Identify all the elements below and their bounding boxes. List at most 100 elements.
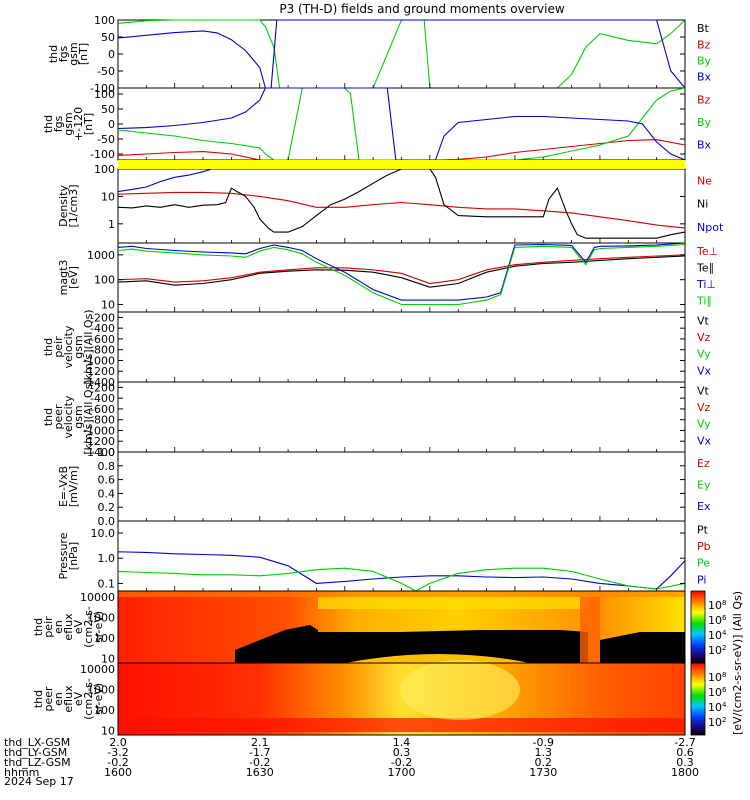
- colorbar-tick-exp: 2: [722, 716, 726, 724]
- colorbar-tick-exp: 6: [722, 614, 727, 622]
- ytick-label: -1200: [83, 435, 115, 448]
- series-Ne: [117, 191, 686, 229]
- series-Bx: [117, 87, 686, 161]
- ylabel-line: fgs: [52, 115, 65, 132]
- xaxis-tick-label: -0.2: [391, 756, 412, 769]
- panel-frame: [117, 451, 686, 522]
- xaxis-tick-label: -1.7: [249, 746, 270, 759]
- ylabel-line: [km/s](All Qs): [82, 379, 95, 454]
- legend-Bx: Bx: [697, 71, 712, 84]
- series-Npot: [117, 168, 218, 193]
- ytick-label: -1000: [83, 354, 115, 367]
- ylabel-line: [mV/m]: [67, 466, 80, 507]
- ytick-label: 100: [94, 704, 115, 717]
- ytick-label: 1.0: [98, 446, 116, 459]
- ylabel-line: peer: [42, 686, 55, 712]
- xaxis-row-label: thd_LZ-GSM: [4, 756, 71, 769]
- ylabel-line: thd: [32, 690, 45, 708]
- colorbar-peir: [690, 590, 706, 664]
- xaxis-tick-label: 0.3: [393, 746, 411, 759]
- ylabel-line: magt3: [57, 260, 70, 296]
- ytick-label: 1000: [87, 684, 115, 697]
- colorbar-tick-base: 10: [708, 629, 722, 642]
- series-Te∥: [117, 255, 686, 288]
- ytick-label: 100: [94, 14, 115, 27]
- ytick-label: 0.4: [98, 487, 116, 500]
- ytick-label: 0.1: [98, 577, 116, 590]
- xaxis-tick-label: 1800: [671, 766, 699, 779]
- ylabel-line: sr-eV): [92, 683, 105, 715]
- ylabel-line: (cm2-s-: [82, 606, 95, 648]
- ylabel-line: Pressure: [57, 532, 70, 579]
- colorbar-tick-exp: 8: [722, 599, 726, 607]
- xaxis-tick-label: 0.3: [676, 756, 694, 769]
- ylabel-line: velocity: [62, 395, 75, 438]
- colorbar-tick-base: 10: [708, 701, 722, 714]
- xaxis-tick-label: 2.1: [251, 736, 269, 749]
- ylabel: thdfgsgsm+-120[nT]: [42, 107, 95, 141]
- legend-Pt: Pt: [697, 523, 709, 536]
- xaxis-tick-label: 1700: [388, 766, 416, 779]
- colorbar-tick: 104: [708, 629, 727, 642]
- colorbar-tick: 108: [708, 671, 726, 684]
- spectrogram-peer: [117, 660, 686, 736]
- ytick-label: 0.0: [98, 515, 116, 528]
- series-Pe: [117, 567, 686, 592]
- colorbar-tick: 102: [708, 644, 726, 657]
- legend-Ey: Ey: [697, 478, 711, 491]
- ytick-label: -50: [97, 65, 115, 78]
- ylabel-line: en: [52, 692, 65, 706]
- colorbar-tick: 102: [708, 716, 726, 729]
- legend-Vx: Vx: [697, 364, 712, 377]
- ytick-label: -1400: [83, 376, 115, 389]
- xaxis-row-label: thd_LX-GSM: [4, 736, 70, 749]
- ytick-label: -1000: [83, 424, 115, 437]
- colorbar-tick-exp: 6: [722, 686, 727, 694]
- panel-frame: [117, 19, 686, 89]
- legend-By: By: [697, 116, 712, 129]
- ylabel-line: [km/s](All Qs): [82, 309, 95, 384]
- panel-density: 100 10 1 Density[1/cm3] Ne Ni Npot: [57, 163, 724, 244]
- xaxis-tick-label: 0.6: [676, 746, 694, 759]
- ylabel: thdfgsgsm[nT]: [47, 42, 90, 65]
- ylabel: thdpeirvelocitygsm[km/s](All Qs): [42, 309, 95, 384]
- ylabel-line: peir: [42, 616, 55, 638]
- panel-frame: [117, 520, 686, 592]
- legend-By: By: [697, 54, 712, 67]
- ytick-label: 1000: [87, 249, 115, 262]
- ylabel-line: velocity: [62, 325, 75, 368]
- ytick-label: 50: [101, 103, 115, 116]
- ytick-label: 10000: [80, 663, 115, 676]
- ylabel: magt3[eV]: [57, 260, 80, 296]
- series-Ni: [117, 168, 686, 239]
- xaxis-tick-label: 1600: [104, 766, 132, 779]
- ytick-label: 0.2: [98, 501, 116, 514]
- panel-temperature: 1000 100 10 magt3[eV] Te⊥ Te∥ Ti⊥ Ti∥: [57, 242, 718, 313]
- ytick-label: -800: [90, 414, 115, 427]
- legend-Ti⊥: Ti⊥: [696, 278, 716, 291]
- ylabel-line: [nPa]: [67, 542, 80, 570]
- xaxis-tick-label: 2.0: [109, 736, 127, 749]
- legend-Vz: Vz: [697, 401, 711, 414]
- ylabel-line: en: [52, 620, 65, 634]
- xaxis-tick-label: 1730: [529, 766, 557, 779]
- legend-Bt: Bt: [697, 22, 710, 35]
- ylabel-line: peir: [52, 336, 65, 358]
- ylabel-line: thd: [47, 45, 60, 63]
- date-label: 2024 Sep 17: [4, 775, 74, 788]
- ytick-label: 100: [94, 88, 115, 101]
- xaxis-tick-label: -0.2: [107, 756, 128, 769]
- legend-Ni: Ni: [697, 198, 708, 211]
- panel-peer_en_eflux: 10000 1000 100 10 thdpeerenefluxeV(cm2-s-sr-…: [32, 663, 727, 737]
- panel-pressure: 10.0 1.0 0.1 Pressure[nPa] Pt Pb Pe Pi: [57, 520, 711, 592]
- ylabel-line: gsm: [67, 42, 80, 65]
- ytick-label: 100: [94, 274, 115, 287]
- ylabel-line: E=-VxB: [57, 466, 70, 507]
- panel-fgs_gsm_zoom: 100 50 0 -50 -100 thdfgsgsm+-120[nT] Bz By Bx: [42, 87, 712, 161]
- series-Bx: [117, 19, 686, 89]
- ylabel: thdpeirenefluxeV(cm2-s-sr-eV): [32, 606, 105, 648]
- ytick-label: 100: [94, 632, 115, 645]
- legend-Bz: Bz: [697, 93, 711, 106]
- colorbar-tick: 108: [708, 599, 726, 612]
